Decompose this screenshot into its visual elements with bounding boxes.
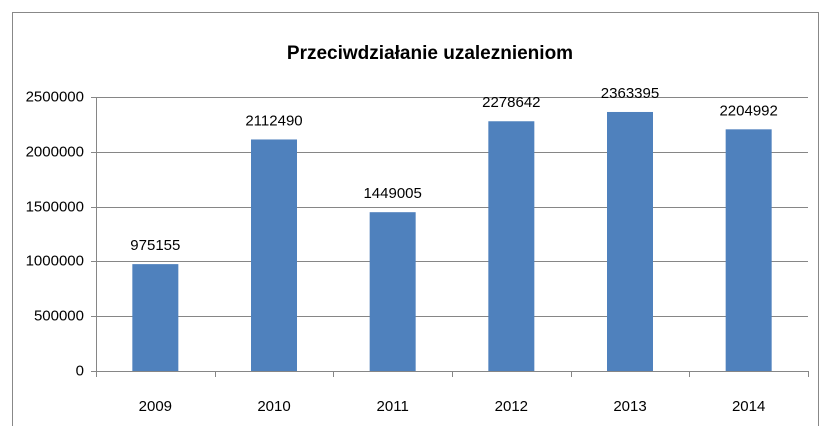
data-label: 2112490 [245,112,302,129]
data-label: 2204992 [719,102,777,119]
x-tick-label: 2013 [613,398,646,415]
y-tick-label: 0 [76,362,84,379]
data-label: 1449005 [363,185,421,202]
bar [607,111,653,371]
data-label: 2278642 [482,94,540,111]
data-label: 2363395 [601,85,659,102]
chart-border [12,12,819,426]
x-tick-label: 2010 [257,398,290,415]
y-tick-label: 2500000 [26,88,84,105]
x-tick-label: 2014 [732,398,765,415]
y-tick-label: 1000000 [26,252,84,269]
x-tick-label: 2009 [139,398,172,415]
bar [725,129,772,371]
bar [251,139,297,371]
y-tick-label: 2000000 [26,143,84,160]
data-label: 975155 [130,237,180,254]
x-tick-label: 2011 [377,398,409,415]
bar [369,212,416,371]
chart-title: Przeciwdziałanie uzaleznieniom [287,43,573,64]
bar [132,264,179,371]
bar [488,121,535,371]
x-tick-label: 2012 [495,398,528,415]
y-tick-label: 500000 [34,307,84,324]
y-tick-label: 1500000 [26,198,84,215]
